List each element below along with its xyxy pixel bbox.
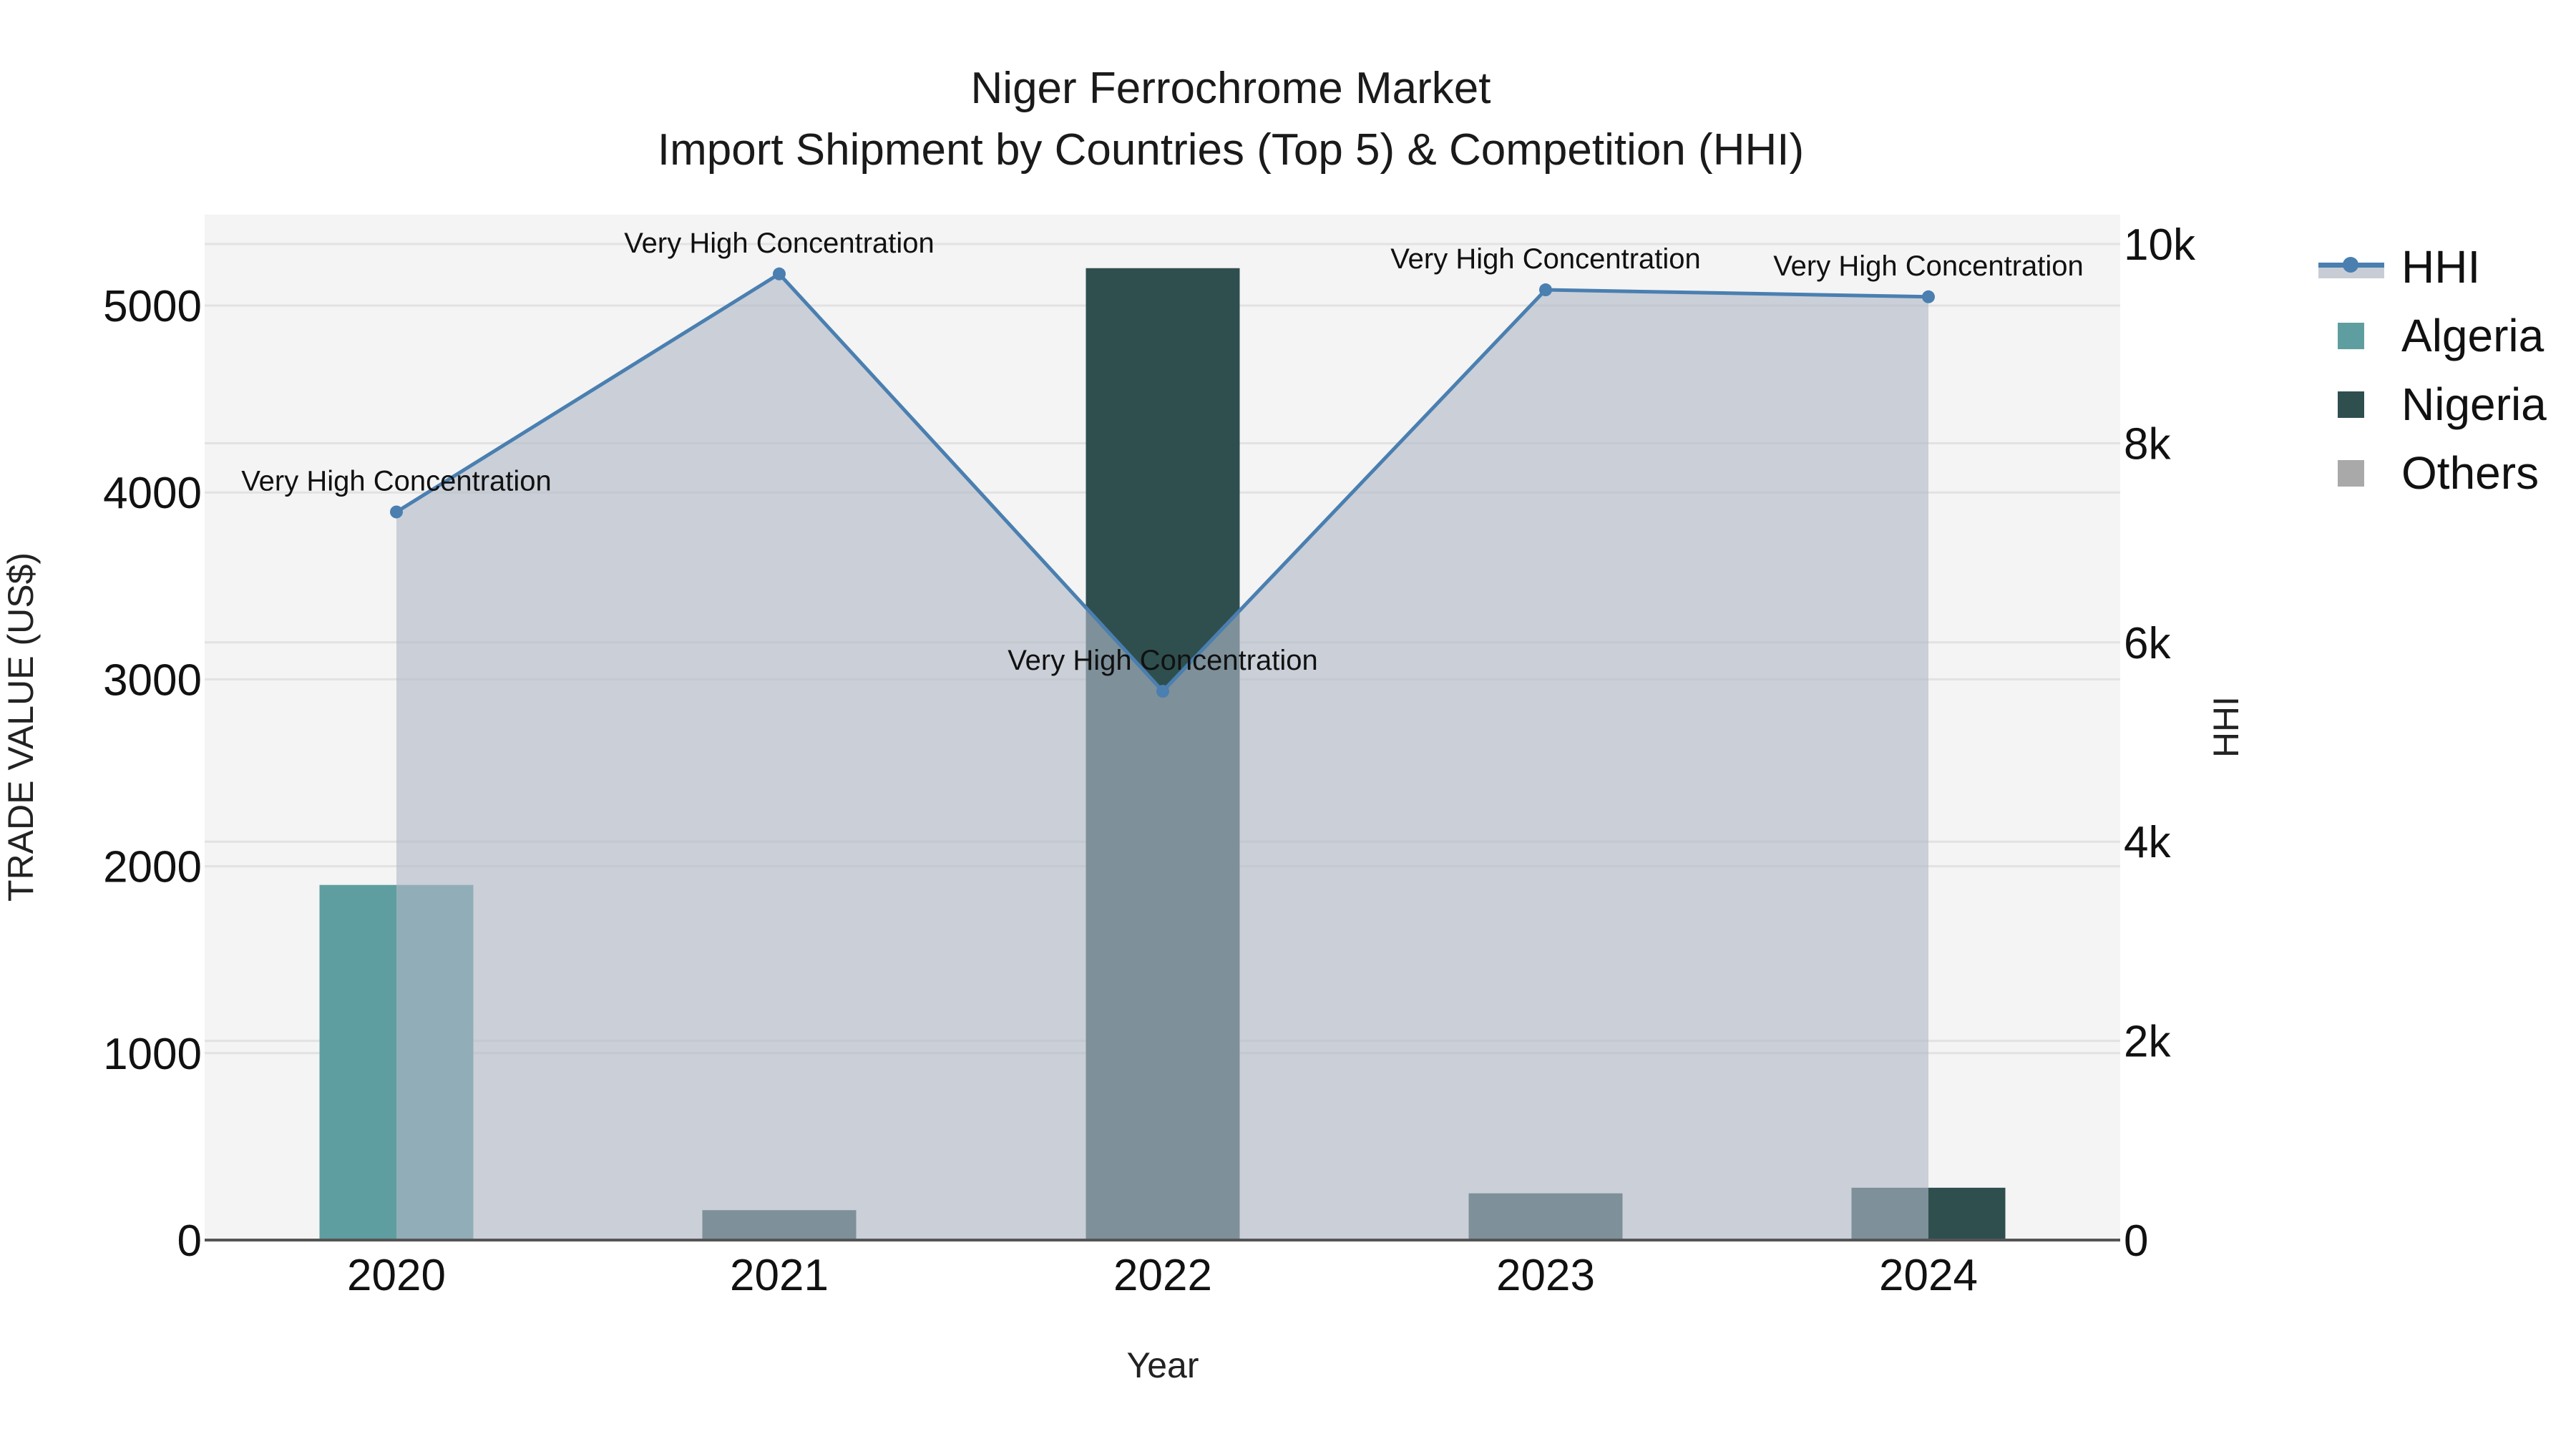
legend-item-algeria[interactable]: Algeria [2318,301,2547,370]
hhi-point-2021[interactable] [773,267,786,280]
y2-tick-label: 0 [2124,1216,2148,1266]
legend-label: Nigeria [2401,379,2547,430]
y-tick-label: 3000 [103,655,202,705]
hhi-point-2022[interactable] [1156,685,1169,698]
y-tick-label: 4000 [103,469,202,518]
hhi-point-2023[interactable] [1539,283,1552,297]
y2-tick-label: 2k [2124,1018,2171,1067]
y2-tick-label: 4k [2124,818,2171,867]
hhi-annotation: Very High Concentration [1390,243,1701,275]
square-icon [2318,383,2384,426]
hhi-annotation: Very High Concentration [1773,250,2084,282]
y2-tick-label: 10k [2124,220,2196,270]
legend-item-nigeria[interactable]: Nigeria [2318,370,2547,439]
hhi-annotation: Very High Concentration [624,228,935,259]
y-tick-label: 5000 [103,282,202,331]
hhi-point-2024[interactable] [1922,290,1935,303]
y-tick-label: 1000 [103,1030,202,1079]
y-axis-title: TRADE VALUE (US$) [1,552,41,902]
square-icon [2318,452,2384,494]
legend-item-others[interactable]: Others [2318,439,2547,507]
y-tick-label: 2000 [103,843,202,892]
x-tick-label: 2020 [347,1251,446,1300]
legend-label: HHI [2401,241,2481,293]
chart-title: Niger Ferrochrome Market [970,64,1491,113]
x-tick-label: 2021 [730,1251,829,1300]
legend-item-hhi[interactable]: HHI [2318,233,2547,301]
line-marker-icon [2318,245,2384,288]
chart-subtitle: Import Shipment by Countries (Top 5) & C… [657,125,1805,175]
hhi-area [396,273,1928,1240]
y2-tick-label: 6k [2124,619,2171,668]
y2-tick-label: 8k [2124,419,2171,469]
legend: HHI Algeria Nigeria Others [2318,233,2547,507]
hhi-point-2020[interactable] [390,505,403,519]
x-tick-label: 2022 [1113,1251,1212,1300]
x-tick-label: 2023 [1496,1251,1595,1300]
y-tick-label: 0 [177,1216,202,1266]
legend-label: Others [2401,447,2540,499]
hhi-annotation: Very High Concentration [1008,645,1318,676]
x-tick-label: 2024 [1879,1251,1978,1300]
x-axis-title: Year [1126,1345,1199,1385]
y2-axis-title: HHI [2206,696,2246,758]
legend-label: Algeria [2401,310,2545,361]
hhi-annotation: Very High Concentration [241,465,552,497]
square-icon [2318,314,2384,357]
